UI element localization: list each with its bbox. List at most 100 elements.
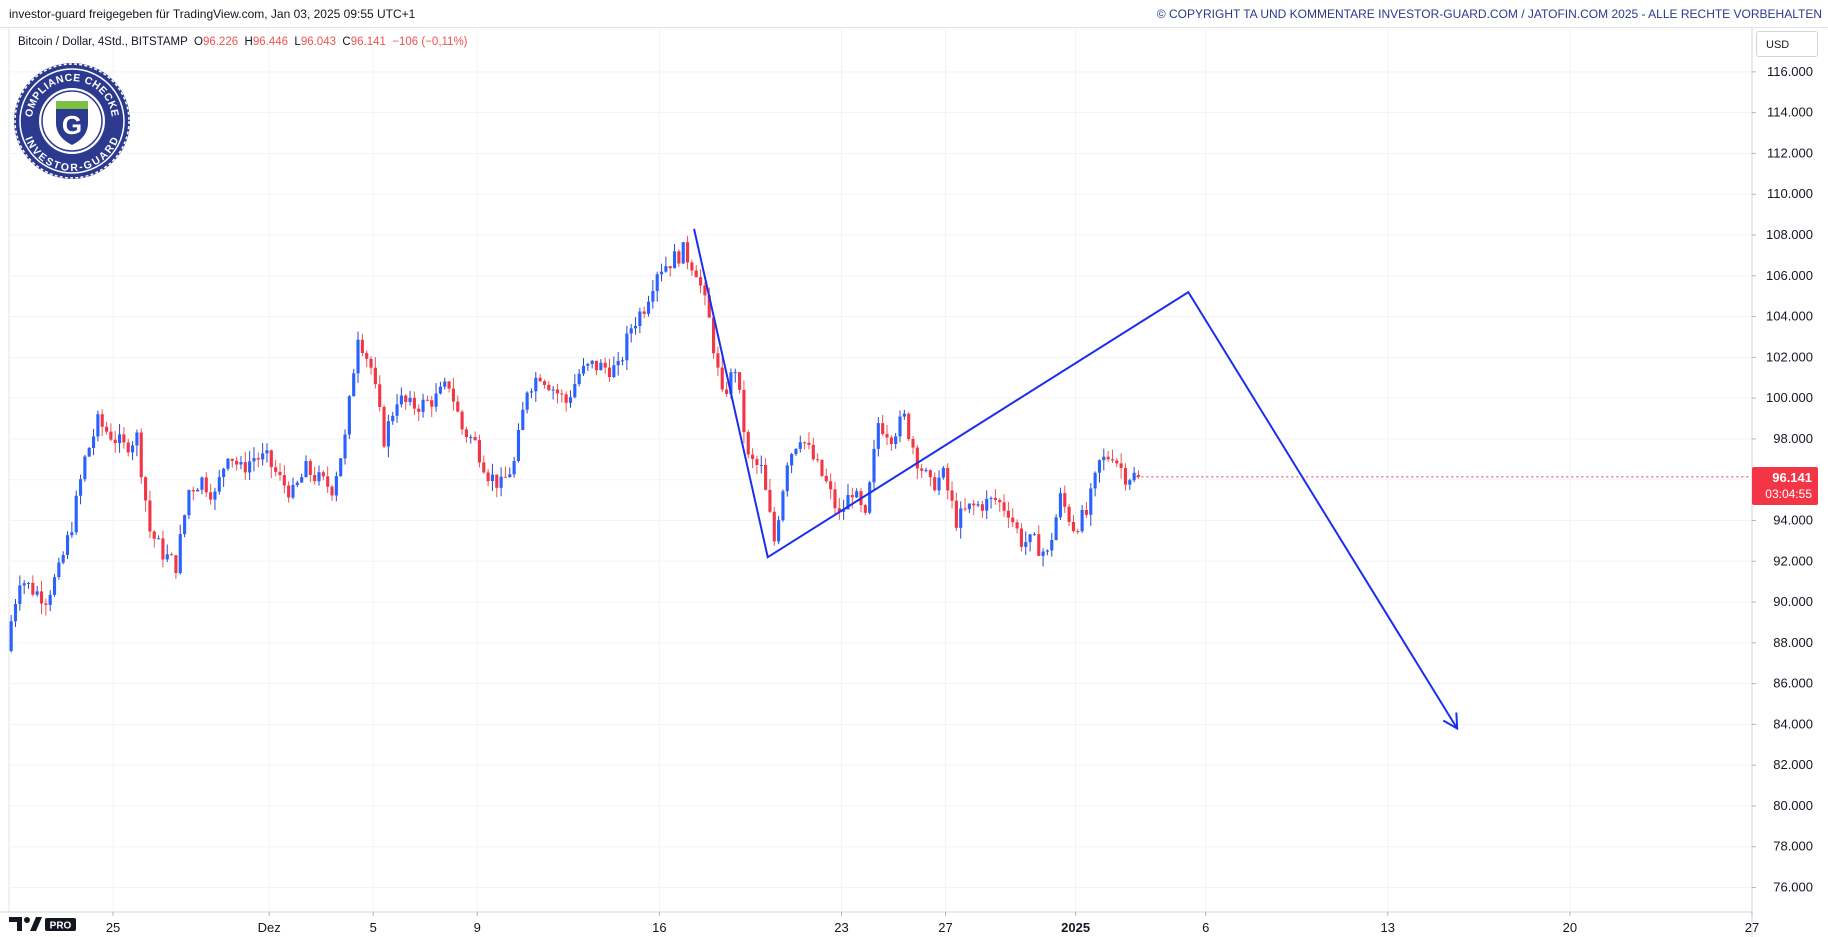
candle-body [334,476,338,496]
price-tick-label: 84.000 [1773,716,1813,731]
candle [31,575,35,597]
candle-body [646,301,651,314]
candle-body [573,383,577,398]
projection-line [693,228,1459,729]
candle [1032,532,1036,536]
symbol-legend[interactable]: Bitcoin / Dollar, 4Std., BITSTAMP O96.22… [18,36,468,48]
candle [768,478,772,514]
candle-body [421,399,425,412]
candle [972,499,976,516]
candle-body [1136,475,1141,477]
candle [803,441,807,450]
candle-body [113,439,117,444]
candle-body [1084,509,1089,515]
candle [664,256,668,273]
candle-body [824,475,828,482]
candle [547,381,551,392]
candle-body [777,520,781,542]
price-tick-label: 104.000 [1766,309,1813,324]
candle-body [664,266,668,272]
candle-body [781,491,785,521]
candle-body [638,311,642,327]
candle-body [976,504,980,506]
candle [274,459,278,477]
candle [74,490,78,535]
candle-body [248,461,252,473]
candle-body [261,453,265,460]
candle-body [222,468,226,478]
candle-body [850,494,854,498]
candle-body [1011,517,1015,523]
candle [790,452,794,474]
candle-body [191,490,195,492]
candle [941,466,945,480]
candle [820,459,824,478]
candle-body [816,459,820,461]
candle [807,432,811,450]
candle-body [451,388,455,402]
candle-body [586,364,590,366]
candle [187,489,191,520]
candle [685,235,690,270]
candle-body [122,434,126,443]
candle-body [972,503,976,506]
candle-body [742,389,746,433]
candle [681,241,685,264]
candle [304,455,308,478]
candle-body [915,447,919,469]
candle [907,412,911,442]
candle [976,500,980,508]
candle-body [959,508,963,528]
candle [924,467,928,473]
candle-body [681,242,685,264]
candle-body [395,404,399,416]
candle [920,463,924,479]
candle-body [1119,463,1123,468]
candle-body [1115,460,1119,464]
candle-body [1110,459,1115,461]
candle-body [217,477,221,492]
candle-body [651,291,655,302]
candle [360,333,364,357]
candle [772,506,776,546]
tradingview-logo[interactable]: PRO [8,914,78,934]
candle [386,414,390,458]
candle [404,394,408,410]
candles [9,235,1752,653]
candle [811,437,815,461]
candle-body [226,458,230,469]
price-tick-label: 94.000 [1773,512,1813,527]
price-tick-label: 106.000 [1766,268,1813,283]
candle [399,387,403,408]
candle-body [278,471,282,476]
currency-unit-button[interactable]: USD [1756,31,1818,57]
candle-body [508,474,512,478]
candle [417,404,421,422]
candle-body [1071,521,1076,532]
candle [213,487,217,511]
candle [980,500,984,518]
candle [725,381,729,398]
candle-body [495,474,499,488]
candle-body [469,436,473,438]
candle [486,469,490,486]
candle-body [360,339,364,354]
candle [252,447,256,472]
candle [217,469,221,495]
price-tick-label: 108.000 [1766,227,1813,242]
candle-body [759,464,763,466]
candle-body [1123,467,1128,485]
candle-body [382,406,386,447]
candle [239,456,243,470]
candle [573,374,577,399]
candle [438,381,442,395]
candle-body [1045,550,1049,552]
candle [408,390,412,406]
candle [412,391,416,415]
candle-body [52,577,57,595]
candle [1089,483,1093,526]
candle-body [118,434,122,444]
candle-body [74,495,78,533]
candle [373,357,377,389]
